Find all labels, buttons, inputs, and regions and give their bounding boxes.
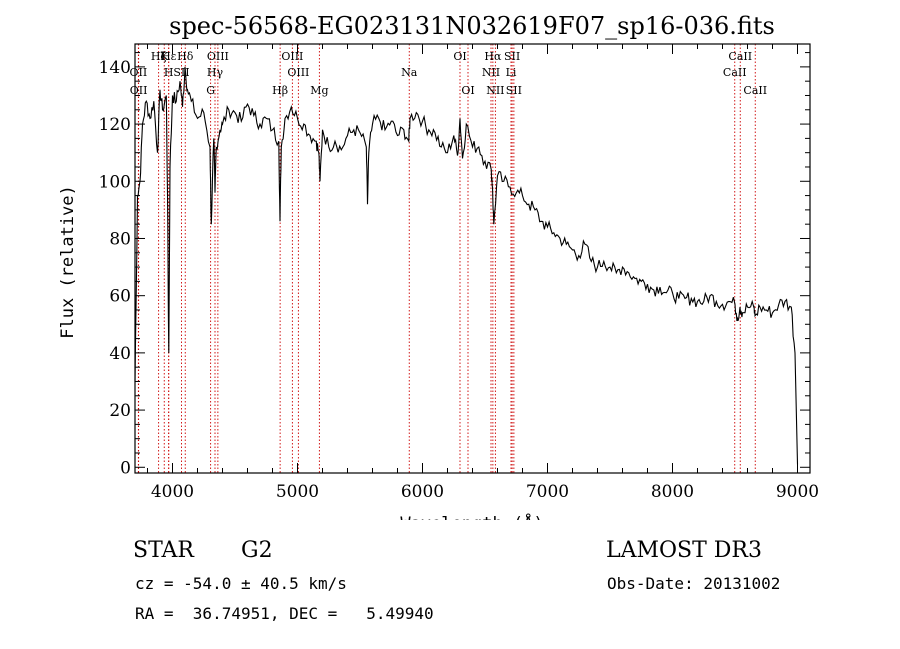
line-label-7: SII	[173, 66, 189, 79]
line-label-4: K	[160, 50, 169, 63]
y-tick-label-6: 120	[99, 115, 131, 135]
redshift-velocity: cz = -54.0 ± 40.5 km/s	[135, 574, 347, 593]
spectrum-group	[134, 66, 799, 465]
line-label-17: OI	[461, 84, 474, 97]
x-tick-label-2: 6000	[401, 482, 444, 502]
observation-date: Obs-Date: 20131002	[607, 574, 781, 593]
x-tick-label-5: 9000	[776, 482, 819, 502]
line-label-21: SII	[504, 50, 520, 63]
line-label-24: CaII	[728, 50, 752, 63]
x-tick-label-4: 8000	[651, 482, 694, 502]
line-label-19: NII	[482, 66, 500, 79]
object-subclass: G2	[241, 538, 273, 563]
line-label-16: OI	[453, 50, 466, 63]
spectrum-chart: spec-56568-EG023131N032619F07_sp16-036.f…	[58, 12, 819, 520]
x-tick-label-0: 4000	[151, 482, 194, 502]
line-label-25: CaII	[723, 66, 747, 79]
line-label-22: SII	[506, 84, 522, 97]
coordinates: RA = 36.74951, DEC = 5.49940	[135, 604, 434, 623]
line-label-14: Mg	[310, 84, 328, 97]
line-label-10: G	[206, 84, 215, 97]
axis-ticks: 4000 5000 6000 7000 8000 9000 0 20 40 60 80 100 120 1…	[99, 44, 819, 502]
line-label-18: Hα	[484, 50, 502, 63]
y-axis-label: Flux (relative)	[58, 185, 78, 339]
line-label-8: OIII	[207, 50, 229, 63]
y-tick-label-5: 100	[99, 172, 131, 192]
y-tick-label-0: 0	[120, 458, 131, 478]
line-label-23: Li	[506, 66, 517, 79]
line-label-15: Na	[401, 66, 418, 79]
spectrum-line	[134, 66, 799, 465]
line-label-6: Hδ	[177, 50, 194, 63]
y-tick-label-1: 20	[109, 401, 131, 421]
line-label-3: Hε	[161, 50, 177, 63]
y-tick-label-7: 140	[99, 58, 131, 78]
survey-name: LAMOST DR3	[606, 538, 762, 563]
line-label-20: NII	[486, 84, 504, 97]
y-tick-label-4: 80	[109, 229, 131, 249]
spectral-line-markers	[137, 44, 756, 473]
x-tick-label-3: 7000	[526, 482, 569, 502]
line-label-26: CaII	[743, 84, 767, 97]
x-axis-label: Wavelength (Å)	[400, 512, 543, 520]
line-label-5: H	[164, 66, 174, 79]
x-tick-label-1: 5000	[276, 482, 319, 502]
y-tick-label-2: 40	[109, 344, 131, 364]
line-label-13: OIII	[287, 66, 309, 79]
line-label-12: OIII	[281, 50, 303, 63]
plot-frame	[134, 43, 811, 474]
line-label-11: Hβ	[272, 84, 288, 97]
line-label-2: OII	[130, 84, 148, 97]
y-tick-label-3: 60	[109, 287, 131, 307]
line-label-9: Hγ	[207, 66, 224, 79]
object-class: STAR	[133, 538, 194, 563]
line-label-0: Hζ	[151, 50, 167, 63]
chart-title: spec-56568-EG023131N032619F07_sp16-036.f…	[169, 12, 775, 40]
line-label-1: OII	[130, 66, 148, 79]
